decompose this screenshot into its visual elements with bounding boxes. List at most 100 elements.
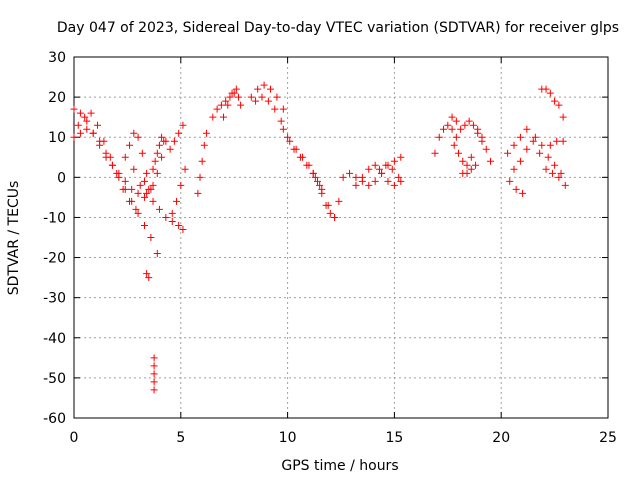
- data-point: [209, 114, 216, 121]
- data-point: [151, 362, 158, 369]
- y-tick-label: 0: [57, 170, 66, 186]
- data-point: [151, 354, 158, 361]
- data-point: [278, 118, 285, 125]
- data-point: [543, 86, 550, 93]
- y-tick-label: 10: [48, 130, 66, 146]
- data-point: [470, 122, 477, 129]
- data-point: [77, 110, 84, 117]
- data-point: [154, 150, 161, 157]
- data-point: [327, 210, 334, 217]
- data-point: [156, 142, 163, 149]
- data-point: [130, 130, 137, 137]
- data-point: [466, 118, 473, 125]
- data-point: [126, 142, 133, 149]
- data-point: [553, 138, 560, 145]
- y-tick-label: -60: [43, 411, 66, 427]
- data-point: [352, 174, 359, 181]
- x-tick-label: 0: [70, 430, 79, 446]
- data-point: [135, 134, 142, 141]
- data-point: [506, 178, 513, 185]
- data-point: [156, 206, 163, 213]
- series-arc-20: [352, 162, 404, 189]
- data-point: [152, 158, 159, 165]
- data-point: [169, 210, 176, 217]
- data-point: [201, 142, 208, 149]
- data-point: [391, 182, 398, 189]
- data-point: [513, 186, 520, 193]
- series-arc-11: [169, 166, 189, 217]
- data-point: [335, 198, 342, 205]
- data-point: [154, 170, 161, 177]
- y-tick-label: 30: [48, 50, 66, 66]
- data-point: [560, 138, 567, 145]
- data-point: [487, 158, 494, 165]
- data-point: [248, 94, 255, 101]
- x-axis-label: GPS time / hours: [281, 458, 398, 474]
- data-point: [384, 178, 391, 185]
- data-point: [555, 102, 562, 109]
- y-tick-label: 20: [48, 90, 66, 106]
- x-tick-label: 15: [385, 430, 403, 446]
- data-point: [562, 182, 569, 189]
- data-points: [71, 82, 569, 394]
- data-point: [457, 126, 464, 133]
- data-point: [464, 162, 471, 169]
- series-arc-05: [130, 166, 186, 233]
- data-point: [519, 190, 526, 197]
- y-axis-label: SDTVAR / TECUs: [6, 181, 22, 296]
- data-point: [436, 134, 443, 141]
- data-point: [109, 162, 116, 169]
- data-point: [171, 138, 178, 145]
- data-point: [150, 198, 157, 205]
- data-point: [372, 162, 379, 169]
- data-point: [147, 234, 154, 241]
- data-point: [340, 174, 347, 181]
- data-point: [472, 162, 479, 169]
- data-point: [511, 142, 518, 149]
- series-arc-32: [547, 138, 567, 149]
- data-point: [151, 386, 158, 393]
- series-arc-30: [532, 134, 565, 177]
- data-point: [538, 142, 545, 149]
- series-arc-09: [151, 354, 158, 393]
- data-point: [346, 170, 353, 177]
- data-point: [547, 142, 554, 149]
- series-arc-06: [141, 138, 169, 193]
- series-arc-17: [280, 126, 338, 221]
- data-point: [182, 166, 189, 173]
- data-point: [547, 90, 554, 97]
- x-tick-label: 20: [492, 430, 510, 446]
- chart-title: Day 047 of 2023, Sidereal Day-to-day VTE…: [57, 20, 619, 36]
- data-point: [545, 154, 552, 161]
- data-point: [107, 154, 114, 161]
- data-point: [258, 94, 265, 101]
- data-point: [318, 190, 325, 197]
- y-tick-label: -10: [43, 210, 66, 226]
- y-tick-label: -20: [43, 251, 66, 267]
- data-point: [449, 126, 456, 133]
- axis-ticks: 0 5 10 15 20 25 -60 -50 -40 -30 -20 -10 0 10 20 30: [43, 50, 617, 446]
- data-point: [103, 150, 110, 157]
- data-point: [523, 146, 530, 153]
- data-point: [365, 182, 372, 189]
- data-point: [397, 154, 404, 161]
- data-point: [235, 94, 242, 101]
- data-point: [440, 126, 447, 133]
- data-point: [261, 82, 268, 89]
- data-point: [372, 178, 379, 185]
- data-point: [141, 222, 148, 229]
- series-arc-28: [506, 178, 526, 197]
- data-point: [90, 130, 97, 137]
- series-arc-04: [122, 130, 155, 193]
- data-point: [280, 106, 287, 113]
- data-point: [517, 158, 524, 165]
- data-point: [449, 114, 456, 121]
- data-point: [431, 150, 438, 157]
- data-point: [352, 182, 359, 189]
- data-point: [143, 170, 150, 177]
- series-arc-25: [459, 162, 479, 177]
- data-point: [122, 154, 129, 161]
- series-arc-08: [143, 270, 152, 281]
- y-tick-label: -30: [43, 291, 66, 307]
- data-point: [511, 166, 518, 173]
